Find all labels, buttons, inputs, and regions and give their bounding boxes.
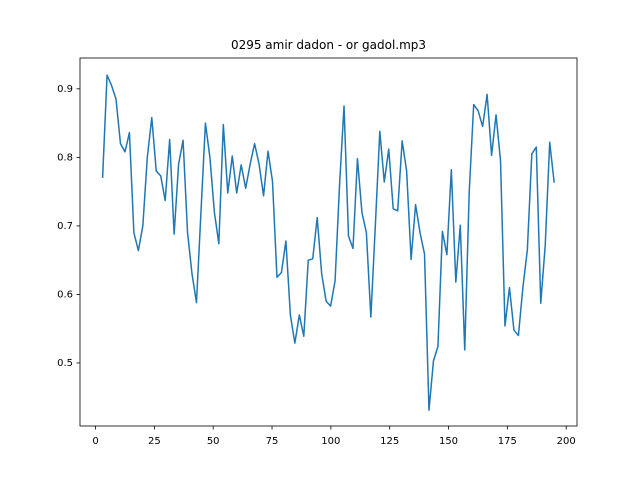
plot-frame (79, 57, 578, 427)
x-tick-label: 100 (321, 436, 340, 447)
y-tick-label: 0.9 (57, 84, 73, 95)
x-tick-label: 125 (380, 436, 399, 447)
x-tick-label: 50 (207, 436, 220, 447)
y-tick-label: 0.6 (57, 289, 73, 300)
data-line (101, 74, 555, 411)
x-tick-label: 0 (92, 436, 98, 447)
y-tick-label: 0.5 (57, 358, 73, 369)
chart-title: 0295 amir dadon - or gadol.mp3 (231, 38, 426, 52)
x-tick-label: 25 (148, 436, 161, 447)
x-tick-label: 150 (439, 436, 458, 447)
x-tick-label: 75 (266, 436, 279, 447)
x-tick-label: 175 (498, 436, 517, 447)
x-tick-label: 200 (557, 436, 576, 447)
y-tick-label: 0.7 (57, 221, 73, 232)
y-tick-label: 0.8 (57, 152, 73, 163)
